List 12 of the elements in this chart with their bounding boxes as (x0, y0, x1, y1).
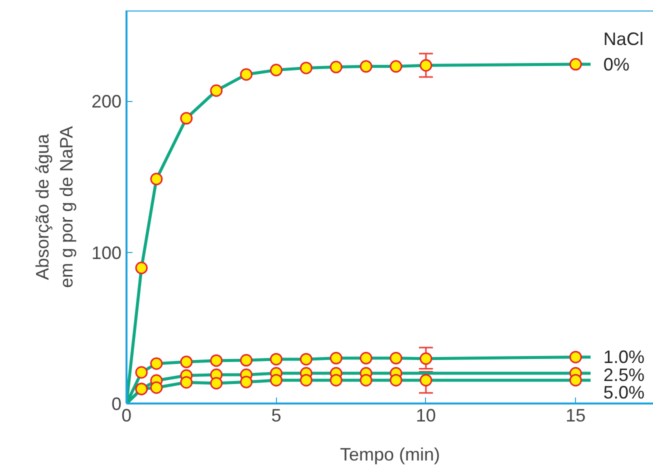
series-label: 0% (603, 54, 630, 74)
series-label: 5.0% (603, 382, 644, 402)
series-label: 1.0% (603, 347, 644, 368)
series-label: 2.5% (603, 364, 644, 385)
x-tick-label: 5 (271, 406, 282, 426)
y-axis-title: Absorção de água em g por g de NaPA (32, 126, 76, 288)
x-tick-label: 10 (416, 406, 436, 426)
y-tick-label: 200 (91, 92, 122, 112)
x-tick-label: 15 (566, 406, 586, 426)
legend-title: NaCl (603, 28, 644, 49)
y-tick-label: 100 (91, 242, 122, 263)
x-axis-title: Tempo (min) (340, 444, 440, 464)
